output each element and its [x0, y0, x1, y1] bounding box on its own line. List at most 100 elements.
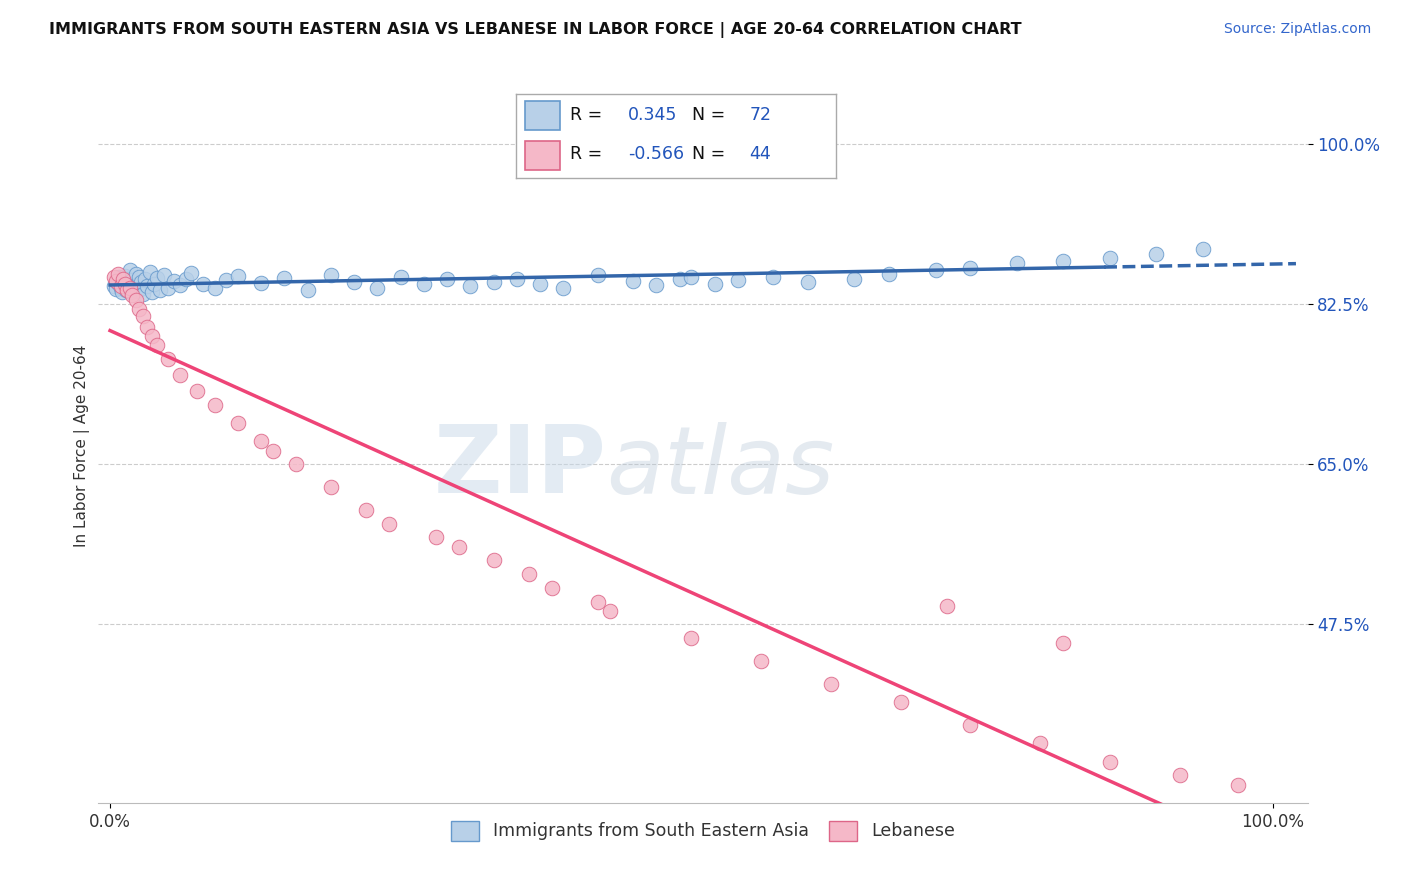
Point — [262, 443, 284, 458]
Point — [645, 277, 668, 292]
Text: ZIP: ZIP — [433, 421, 606, 514]
Point — [226, 416, 249, 430]
Point — [226, 268, 249, 283]
Point — [121, 273, 143, 287]
Point — [796, 275, 818, 289]
Point — [204, 398, 226, 412]
Point — [681, 269, 703, 284]
Point — [959, 718, 981, 732]
Point — [250, 434, 273, 449]
Point — [111, 272, 134, 286]
Point — [588, 268, 610, 282]
Point — [125, 285, 148, 299]
Point — [127, 277, 149, 291]
Point — [413, 277, 436, 291]
Point — [273, 270, 295, 285]
Point — [186, 384, 208, 398]
Point — [319, 268, 342, 282]
Point — [460, 279, 482, 293]
Point — [540, 581, 562, 595]
Point — [111, 285, 134, 300]
Point — [681, 631, 703, 645]
Point — [157, 281, 180, 295]
Legend: Immigrants from South Eastern Asia, Lebanese: Immigrants from South Eastern Asia, Leba… — [444, 814, 962, 847]
Point — [447, 540, 470, 554]
Point — [553, 281, 575, 295]
Point — [668, 272, 690, 286]
Point — [118, 277, 141, 292]
Point — [703, 277, 725, 291]
Text: IMMIGRANTS FROM SOUTH EASTERN ASIA VS LEBANESE IN LABOR FORCE | AGE 20-64 CORREL: IMMIGRANTS FROM SOUTH EASTERN ASIA VS LE… — [49, 22, 1022, 38]
Point — [124, 267, 146, 281]
Point — [319, 480, 342, 494]
Point — [285, 458, 308, 472]
Point — [297, 284, 319, 298]
Point — [1005, 256, 1028, 270]
Point — [749, 654, 772, 668]
Point — [112, 277, 135, 291]
Point — [104, 282, 127, 296]
Point — [111, 272, 134, 286]
Point — [122, 280, 145, 294]
Point — [110, 279, 132, 293]
Point — [145, 270, 167, 285]
Text: atlas: atlas — [606, 422, 835, 513]
Point — [134, 272, 156, 286]
Point — [1098, 252, 1121, 266]
Point — [1168, 768, 1191, 782]
Point — [163, 274, 186, 288]
Point — [121, 288, 143, 302]
Point — [924, 263, 946, 277]
Point — [120, 285, 142, 300]
Point — [506, 271, 529, 285]
Point — [204, 281, 226, 295]
Point — [115, 284, 138, 298]
Point — [1029, 736, 1052, 750]
Point — [145, 338, 167, 352]
Point — [143, 277, 166, 291]
Point — [727, 273, 749, 287]
Point — [1052, 636, 1074, 650]
Point — [959, 260, 981, 275]
Point — [117, 271, 139, 285]
Point — [180, 266, 202, 280]
Point — [124, 293, 146, 307]
Point — [588, 594, 610, 608]
Point — [149, 283, 172, 297]
Point — [114, 268, 136, 283]
Point — [114, 277, 136, 291]
Point — [118, 281, 141, 295]
Point — [1226, 777, 1249, 791]
Point — [389, 269, 412, 284]
Point — [215, 273, 238, 287]
Point — [117, 284, 139, 298]
Point — [110, 281, 132, 295]
Point — [141, 285, 163, 300]
Point — [128, 301, 150, 316]
Point — [136, 279, 159, 293]
Point — [118, 263, 141, 277]
Point — [529, 277, 551, 291]
Point — [621, 274, 644, 288]
Point — [354, 503, 377, 517]
Point — [108, 269, 131, 284]
Point — [169, 277, 191, 292]
Point — [820, 677, 842, 691]
Point — [136, 320, 159, 334]
Point — [157, 352, 180, 367]
Point — [103, 269, 125, 284]
Point — [131, 287, 153, 301]
Point — [378, 516, 401, 531]
Point — [104, 274, 127, 288]
Point — [1098, 755, 1121, 769]
Point — [131, 275, 153, 289]
Point — [1192, 242, 1215, 256]
Point — [250, 276, 273, 290]
Point — [107, 276, 129, 290]
Point — [890, 695, 912, 709]
Point — [762, 269, 785, 284]
Point — [877, 267, 900, 281]
Point — [107, 267, 129, 281]
Point — [517, 567, 540, 582]
Point — [366, 281, 388, 295]
